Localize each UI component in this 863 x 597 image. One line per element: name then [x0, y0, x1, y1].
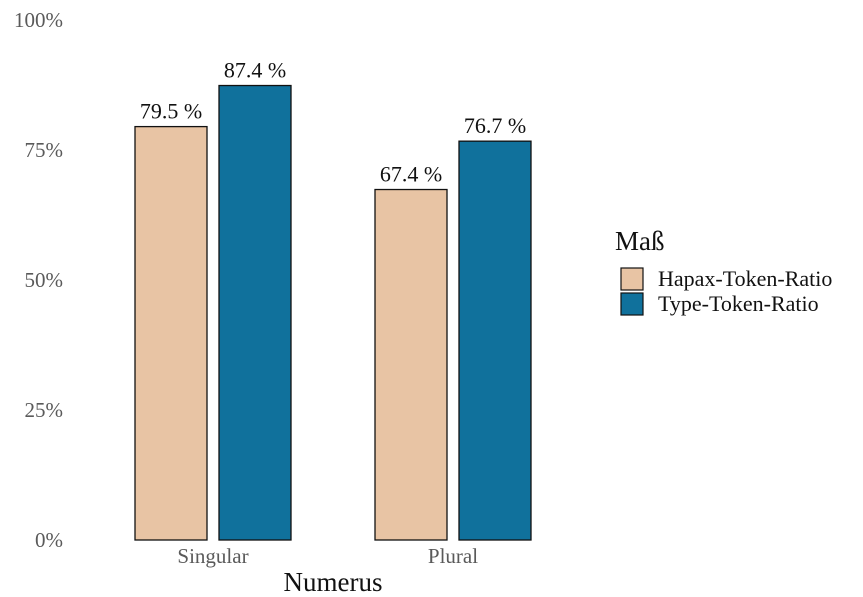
legend-key — [620, 267, 644, 291]
x-axis-label: Numerus — [284, 567, 383, 597]
y-tick-label: 0% — [35, 528, 63, 552]
legend-item-label: Type-Token-Ratio — [658, 291, 819, 316]
x-tick-label: Plural — [428, 544, 478, 568]
bar — [218, 84, 292, 541]
x-axis-categories: Singular Plural — [177, 544, 478, 568]
bars — [134, 84, 532, 541]
data-label: 87.4 % — [224, 58, 286, 83]
data-label: 76.7 % — [464, 113, 526, 138]
y-axis-ticks: 0% 25% 50% 75% 100% — [14, 8, 63, 552]
legend-title: Maß — [615, 226, 665, 256]
y-tick-label: 100% — [14, 8, 63, 32]
data-labels: 79.5 % 87.4 % 67.4 % 76.7 % — [140, 58, 526, 187]
bar — [458, 140, 532, 541]
bar — [134, 125, 208, 541]
legend-item-label: Hapax-Token-Ratio — [658, 266, 832, 291]
x-tick-label: Singular — [177, 544, 248, 568]
y-tick-label: 50% — [25, 268, 64, 292]
y-tick-label: 75% — [25, 138, 64, 162]
data-label: 67.4 % — [380, 162, 442, 187]
data-label: 79.5 % — [140, 99, 202, 124]
legend-key — [620, 292, 644, 316]
y-tick-label: 25% — [25, 398, 64, 422]
bar — [374, 188, 448, 541]
